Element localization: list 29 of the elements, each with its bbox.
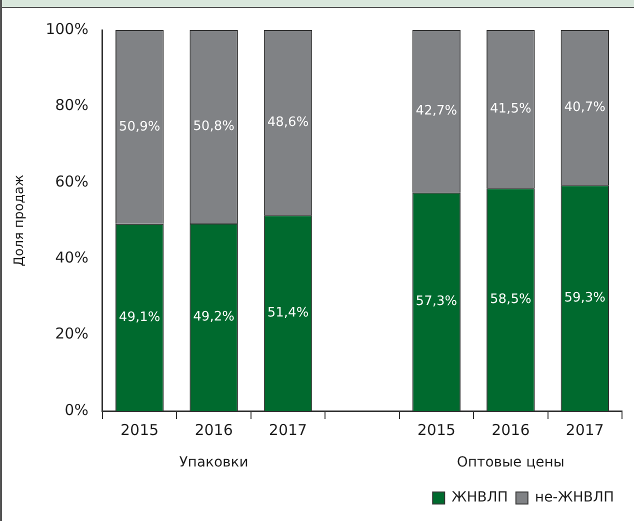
legend-label: не-ЖНВЛП (534, 490, 614, 506)
data-label: 41,5% (490, 101, 532, 116)
data-label: 40,7% (564, 100, 606, 115)
legend-label: ЖНВЛП (452, 490, 508, 506)
data-label: 48,6% (267, 114, 309, 130)
data-label: 42,7% (416, 104, 458, 119)
y-tick-label: 40% (55, 248, 88, 266)
x-tick-label: 2017 (566, 420, 604, 439)
data-label: 57,3% (416, 294, 458, 310)
y-tick-label: 0% (64, 400, 88, 419)
text: Оптовые цены (456, 454, 564, 471)
data-label: 51,4% (267, 305, 309, 320)
data-label: 49,1% (118, 310, 160, 325)
y-tick-label: 80% (55, 96, 88, 114)
x-tick-label: 2016 (194, 420, 233, 439)
x-tick-label: 2016 (492, 420, 530, 439)
x-tick-label: 2015 (417, 420, 456, 439)
data-label: 50,8% (193, 119, 234, 134)
y-tick-label: 60% (55, 172, 88, 190)
data-label: 59,3% (564, 290, 606, 306)
data-label: 50,9% (118, 119, 160, 134)
y-tick-label: 20% (55, 324, 88, 343)
y-tick-label: 100% (46, 20, 88, 38)
text: Упаковки (179, 454, 248, 471)
y-axis-title: Доля продаж (12, 174, 28, 266)
x-tick-label: 2015 (120, 420, 159, 439)
data-label: 49,2% (193, 310, 234, 325)
data-label: 58,5% (490, 292, 532, 307)
x-tick-label: 2017 (268, 420, 308, 439)
